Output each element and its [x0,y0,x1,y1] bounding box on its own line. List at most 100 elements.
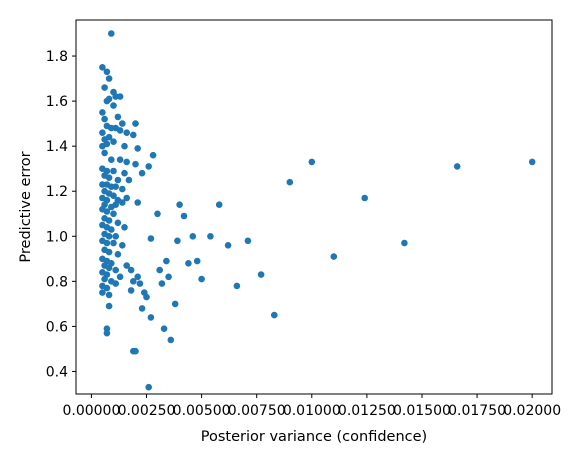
x-tick-label: 0.00750 [228,403,286,419]
data-point [215,201,223,208]
data-point [103,208,111,215]
data-point [105,248,113,256]
data-point [147,235,155,242]
data-point [132,120,139,127]
data-point [158,280,166,287]
data-point [101,115,108,123]
data-point [114,113,122,121]
data-point [244,237,252,245]
data-point [233,282,241,290]
data-point [105,233,113,240]
data-point [103,284,111,292]
data-point [176,201,183,208]
data-point [138,169,146,177]
data-point [130,131,137,139]
data-point [105,264,113,272]
x-tick-label: 0.01000 [283,403,341,419]
data-point [116,156,124,163]
data-point [99,129,106,136]
data-point [528,158,536,166]
data-point [163,257,170,265]
data-point [154,210,161,218]
x-tick-label: 0.01500 [393,403,451,419]
x-tick-label: 0.00500 [173,403,231,419]
data-point [99,64,106,71]
data-point [112,233,119,240]
x-tick-label: 0.02000 [503,403,561,419]
data-point [121,169,128,177]
data-point [110,239,117,247]
y-tick-label: 1.4 [46,139,68,155]
data-point [110,138,117,145]
data-point [132,347,139,355]
data-point [185,260,192,267]
data-point [108,226,115,233]
data-point [114,251,122,258]
data-point [136,280,144,287]
data-point [123,262,130,269]
data-point [103,68,111,76]
data-point [112,280,119,287]
y-tick-label: 1.8 [46,49,68,65]
data-point [103,140,111,148]
data-point [149,151,157,159]
data-point [401,239,408,247]
data-point [105,75,113,82]
data-point [207,233,214,240]
data-point [110,192,117,199]
points-layer [99,30,536,391]
data-point [138,305,146,312]
data-point [171,300,179,308]
data-point [271,311,278,319]
x-tick-label: 0.00250 [118,403,176,419]
data-point [127,287,135,294]
data-point [103,329,111,337]
data-point [105,291,113,299]
data-point [361,194,369,202]
data-point [110,210,117,218]
data-point [114,176,122,184]
data-point [134,273,141,281]
x-axis: 0.000000.002500.005000.007500.010000.012… [62,394,561,419]
data-point [116,93,124,100]
data-point [123,194,130,202]
data-point [105,302,113,310]
data-point [105,217,113,224]
data-point [116,273,124,281]
y-tick-label: 1.2 [46,184,68,200]
data-point [121,142,128,150]
y-axis-label: Predictive error [18,151,34,262]
data-point [132,160,139,168]
y-tick-label: 0.4 [46,364,68,380]
data-point [193,257,201,265]
y-tick-label: 1.6 [46,94,68,110]
data-point [134,199,141,206]
data-point [167,336,175,344]
data-point [127,266,135,274]
data-point [147,314,155,321]
x-tick-label: 0.01250 [338,403,396,419]
y-tick-label: 1.0 [46,229,68,245]
data-point [119,185,126,193]
data-point [286,178,294,186]
data-point [125,176,133,184]
data-point [123,129,130,136]
data-point [105,95,113,103]
data-point [108,156,115,163]
data-point [101,275,108,283]
data-point [119,199,126,206]
data-point [160,325,168,333]
data-point [453,163,461,170]
data-point [257,271,265,278]
x-axis-label: Posterior variance (confidence) [201,429,427,445]
plot-frame [75,19,553,395]
data-point [99,289,106,296]
data-point [130,278,137,285]
data-point [189,233,197,240]
data-point [330,253,338,260]
data-point [156,266,163,274]
data-point [119,120,126,127]
data-point [174,237,181,245]
data-point [143,293,150,301]
